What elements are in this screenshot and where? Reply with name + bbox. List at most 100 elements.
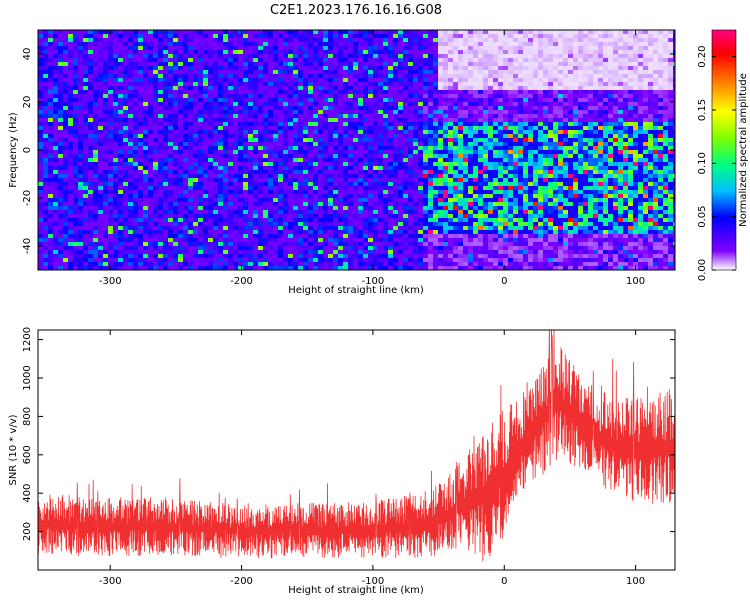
heatmap-cell [218,94,223,98]
heatmap-cell [308,122,313,126]
heatmap-cell [168,34,173,38]
heatmap-cell [278,74,283,78]
heatmap-cell [98,258,103,262]
heatmap-cell [193,202,198,206]
heatmap-cell [338,102,343,106]
heatmap-cell [138,250,143,254]
heatmap-cell [263,222,268,226]
heatmap-cell [138,114,143,118]
heatmap-cell [148,230,153,234]
heatmap-cell [178,162,183,166]
heatmap-cell [78,186,83,190]
heatmap-cell [93,54,98,58]
heatmap-cell [53,218,58,222]
heatmap-cell [423,58,428,62]
heatmap-cell [143,50,148,54]
heatmap-cell [303,230,308,234]
heatmap-cell [273,182,278,186]
heatmap-cell [293,102,298,106]
heatmap-cell [348,234,353,238]
heatmap-cell [303,54,308,58]
heatmap-cell [213,114,218,118]
heatmap-cell [298,42,303,46]
heatmap-cell [448,170,453,174]
heatmap-cell [113,94,118,98]
heatmap-cell [53,198,58,202]
heatmap-cell [178,202,183,206]
heatmap-cell [138,174,143,178]
heatmap-cell [68,150,73,154]
heatmap-cell [293,182,298,186]
heatmap-cell [348,178,353,182]
heatmap-cell [93,266,98,270]
heatmap-cell [398,234,403,238]
heatmap-cell [278,78,283,82]
heatmap-cell [198,82,203,86]
heatmap-cell [338,82,343,86]
heatmap-cell [268,50,273,54]
heatmap-cell [428,102,433,106]
heatmap-cell [63,254,68,258]
heatmap-cell [163,190,168,194]
heatmap-cell [393,170,398,174]
heatmap-cell [113,62,118,66]
heatmap-cell [78,62,83,66]
heatmap-cell [58,82,63,86]
heatmap-cell [183,106,188,110]
heatmap-cell [418,146,423,150]
heatmap-cell [203,262,208,266]
heatmap-cell [258,186,263,190]
heatmap-cell [198,122,203,126]
heatmap-cell [213,110,218,114]
heatmap-cell [103,90,108,94]
heatmap-cell [38,214,43,218]
heatmap-cell [438,218,443,222]
heatmap-cell [213,50,218,54]
heatmap-cell [418,182,423,186]
heatmap-cell [238,154,243,158]
heatmap-cell [198,186,203,190]
heatmap-cell [193,214,198,218]
heatmap-cell [78,154,83,158]
heatmap-cell [433,34,438,38]
heatmap-cell [148,66,153,70]
heatmap-cell [193,258,198,262]
heatmap-cell [313,186,318,190]
heatmap-cell [308,74,313,78]
heatmap-cell [398,138,403,142]
heatmap-cell [53,126,58,130]
heatmap-cell [193,230,198,234]
heatmap-cell [218,90,223,94]
heatmap-cell [313,214,318,218]
heatmap-cell [288,246,293,250]
heatmap-cell [378,150,383,154]
heatmap-cell [193,222,198,226]
heatmap-cell [53,82,58,86]
heatmap-cell [378,70,383,74]
heatmap-cell [38,198,43,202]
heatmap-cell [103,178,108,182]
heatmap-cell [163,118,168,122]
heatmap-cell [353,66,358,70]
heatmap-cell [268,34,273,38]
heatmap-cell [348,78,353,82]
heatmap-cell [258,226,263,230]
heatmap-cell [273,102,278,106]
heatmap-cell [138,178,143,182]
heatmap-cell [298,246,303,250]
heatmap-cell [83,194,88,198]
heatmap-cell [98,246,103,250]
heatmap-cell [228,106,233,110]
heatmap-cell [383,142,388,146]
heatmap-cell [288,190,293,194]
heatmap-cell [203,226,208,230]
heatmap-cell [63,50,68,54]
heatmap-cell [443,122,448,126]
heatmap-cell [223,238,228,242]
heatmap-cell [183,138,188,142]
heatmap-cell [103,122,108,126]
heatmap-cell [268,106,273,110]
heatmap-cell [383,262,388,266]
heatmap-cell [283,198,288,202]
heatmap-cell [208,238,213,242]
